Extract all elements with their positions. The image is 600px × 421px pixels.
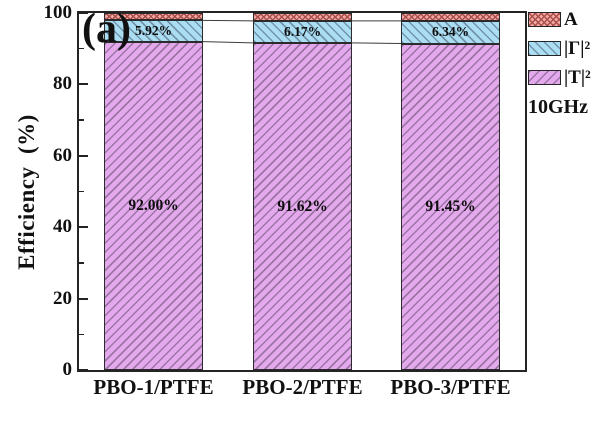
segment-value-label: 6.34%	[431, 24, 470, 40]
y-major-tick	[79, 12, 88, 14]
legend-label-reflection: |Γ|²	[564, 38, 591, 59]
bar-segment-G-2: 6.34%	[401, 20, 500, 44]
legend-swatch-transmission-hatch	[528, 70, 561, 85]
bar-segment-T-2: 91.45%	[401, 43, 500, 370]
plot-area: 92.00% 5.92% 91.62% 6.17% 91.45% 6.34% (a)	[79, 6, 525, 371]
segment-value-label: 92.00%	[128, 197, 179, 215]
y-major-tick	[79, 369, 88, 371]
bar-segment-T-1: 91.62%	[253, 42, 352, 370]
segment-value-label: 5.92%	[134, 23, 173, 39]
y-minor-tick	[79, 119, 84, 121]
y-minor-tick	[79, 262, 84, 264]
segment-value-label: 91.62%	[277, 197, 328, 215]
y-tick-label: 80	[53, 73, 72, 95]
legend-label-absorption: A	[564, 9, 578, 30]
legend-frequency-note: 10GHz	[528, 96, 588, 118]
legend-entry-reflection: |Γ|²	[528, 38, 591, 59]
y-tick-label: 0	[62, 359, 73, 380]
connector-line	[202, 19, 254, 22]
connector-line	[202, 41, 254, 44]
y-axis-title: Efficiency (%)	[14, 114, 39, 270]
y-major-tick	[79, 154, 88, 157]
legend-entry-transmission: |T|²	[528, 67, 591, 88]
legend-swatch-reflection-hatch	[528, 41, 561, 56]
y-minor-tick	[79, 190, 84, 193]
legend-entry-absorption: A	[528, 9, 591, 30]
segment-value-label: 91.45%	[425, 198, 476, 216]
panel-label: (a)	[82, 6, 131, 52]
legend-label-transmission: |T|²	[564, 67, 591, 88]
bar-segment-T-0: 92.00%	[104, 41, 203, 370]
x-category-label-1: PBO-1/PTFE	[93, 375, 214, 399]
y-tick-label: 20	[53, 287, 72, 309]
y-major-tick	[79, 83, 88, 86]
bar-segment-A-1	[253, 13, 352, 21]
y-major-tick	[79, 297, 88, 300]
y-minor-tick	[79, 333, 84, 336]
y-minor-tick	[79, 47, 84, 50]
x-category-label-2: PBO-2/PTFE	[242, 375, 363, 399]
legend-swatch-absorption-hatch	[528, 12, 561, 27]
y-major-tick	[79, 226, 88, 229]
bar-segment-G-1: 6.17%	[253, 20, 352, 43]
x-category-label-3: PBO-3/PTFE	[390, 375, 511, 399]
bar-segment-A-0	[104, 13, 203, 21]
bar-segment-G-0: 5.92%	[104, 20, 203, 42]
legend: A |Γ|² |T|² 10GHz	[528, 9, 591, 118]
segment-value-label: 6.17%	[283, 24, 322, 40]
segment-connector-lines	[202, 19, 402, 44]
bar-segment-A-2	[401, 13, 500, 21]
connector-line	[351, 42, 402, 44]
y-tick-label: 100	[43, 2, 73, 23]
